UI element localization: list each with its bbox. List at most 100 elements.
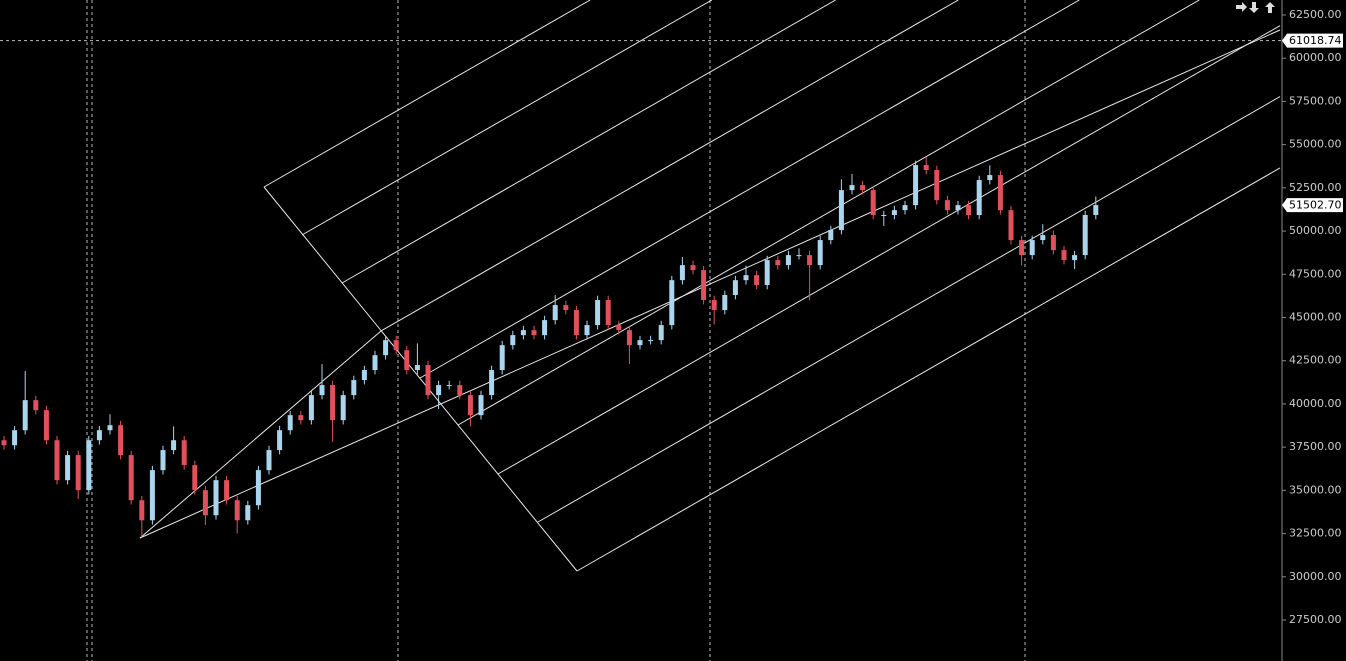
candle-body bbox=[330, 385, 336, 421]
candle-body bbox=[160, 450, 166, 471]
candle-body bbox=[308, 395, 314, 421]
candle-body bbox=[944, 200, 950, 211]
fan-line bbox=[139, 29, 1281, 539]
candle-body bbox=[54, 440, 60, 481]
candle-body bbox=[1029, 240, 1035, 256]
candle-body bbox=[245, 505, 251, 521]
candle-body bbox=[351, 380, 357, 396]
candle-body bbox=[987, 175, 993, 181]
candle-body bbox=[754, 275, 760, 286]
candle-body bbox=[489, 370, 495, 396]
candle-body bbox=[457, 385, 463, 396]
candle-body bbox=[43, 410, 49, 441]
candle-body bbox=[785, 255, 791, 266]
y-tick-label: 62500.00 bbox=[1289, 8, 1342, 21]
candle-body bbox=[796, 255, 802, 257]
y-tick-label: 40000.00 bbox=[1289, 397, 1342, 410]
candle-body bbox=[139, 500, 145, 521]
candle-body bbox=[838, 190, 844, 231]
candle-body bbox=[202, 490, 208, 516]
y-tick-label: 52500.00 bbox=[1289, 181, 1342, 194]
y-tick-label: 57500.00 bbox=[1289, 94, 1342, 107]
candle-body bbox=[817, 240, 823, 266]
candle-body bbox=[573, 310, 579, 336]
candle-body bbox=[584, 325, 590, 336]
scroll-right[interactable] bbox=[1236, 2, 1247, 12]
candle-body bbox=[881, 214, 887, 216]
candle-body bbox=[436, 385, 442, 396]
candle-body bbox=[775, 260, 781, 266]
fan-line bbox=[419, 0, 1080, 379]
price-flag bbox=[1282, 198, 1343, 213]
candle-body bbox=[1019, 240, 1025, 256]
candle-body bbox=[383, 340, 389, 356]
y-tick-label: 27500.00 bbox=[1289, 613, 1342, 626]
candle-body bbox=[669, 280, 675, 326]
y-tick-label: 55000.00 bbox=[1289, 138, 1342, 151]
y-tick-label: 32500.00 bbox=[1289, 527, 1342, 540]
y-tick-label: 30000.00 bbox=[1289, 570, 1342, 583]
candle-body bbox=[679, 265, 685, 281]
candle-body bbox=[255, 470, 261, 506]
candle-body bbox=[224, 480, 230, 501]
candle-body bbox=[1072, 255, 1078, 261]
candle-body bbox=[807, 255, 813, 266]
candle-body bbox=[33, 400, 39, 411]
candle-body bbox=[690, 265, 696, 271]
fan-line bbox=[537, 96, 1281, 523]
candle-body bbox=[616, 325, 622, 331]
candle-body bbox=[552, 305, 558, 321]
candle-body bbox=[372, 355, 378, 371]
candle-body bbox=[287, 415, 293, 431]
scroll-up[interactable] bbox=[1265, 2, 1275, 13]
candle-body bbox=[1008, 210, 1014, 241]
candle-body bbox=[446, 385, 452, 387]
candle-body bbox=[149, 470, 155, 521]
nav-icons[interactable] bbox=[1236, 2, 1275, 13]
candle-body bbox=[1050, 235, 1056, 251]
candle-body bbox=[298, 415, 304, 421]
candle-body bbox=[1061, 250, 1067, 261]
candle-body bbox=[648, 340, 654, 342]
candle-body bbox=[860, 185, 866, 191]
candle-body bbox=[658, 325, 664, 341]
scroll-down[interactable] bbox=[1249, 2, 1259, 13]
price-flag bbox=[1282, 33, 1343, 48]
candle-body bbox=[955, 205, 961, 211]
candle-body bbox=[966, 205, 972, 215]
y-tick-label: 47500.00 bbox=[1289, 267, 1342, 280]
candle-body bbox=[828, 230, 834, 241]
candle-body bbox=[701, 270, 707, 301]
candle-body bbox=[213, 480, 219, 516]
fan-line bbox=[139, 330, 382, 539]
candle-body bbox=[1040, 235, 1046, 241]
candle-body bbox=[319, 385, 325, 396]
candle-body bbox=[605, 300, 611, 326]
candle-body bbox=[1082, 214, 1088, 256]
candle-body bbox=[722, 295, 728, 311]
candle-body bbox=[531, 330, 537, 336]
fan-base bbox=[263, 186, 578, 572]
candle-body bbox=[626, 330, 632, 346]
candle-body bbox=[467, 395, 473, 416]
candle-body bbox=[595, 300, 601, 326]
y-tick-label: 37500.00 bbox=[1289, 440, 1342, 453]
candle-body bbox=[499, 345, 505, 371]
candle-body bbox=[404, 350, 410, 371]
candle-body bbox=[902, 205, 908, 211]
candle-body bbox=[563, 305, 569, 311]
drawing-tool bbox=[139, 0, 1281, 572]
candle-body bbox=[414, 365, 420, 371]
candle-body bbox=[542, 320, 548, 336]
candle-body bbox=[128, 455, 134, 501]
price-flag-label: 51502.70 bbox=[1289, 199, 1342, 212]
candle-body bbox=[923, 165, 929, 171]
candle-body bbox=[976, 180, 982, 215]
fan-line bbox=[301, 0, 713, 236]
fan-line bbox=[497, 25, 1281, 475]
candle-body bbox=[171, 440, 177, 451]
candle-body bbox=[870, 190, 876, 215]
candle-body bbox=[510, 335, 516, 346]
y-tick-label: 45000.00 bbox=[1289, 311, 1342, 324]
